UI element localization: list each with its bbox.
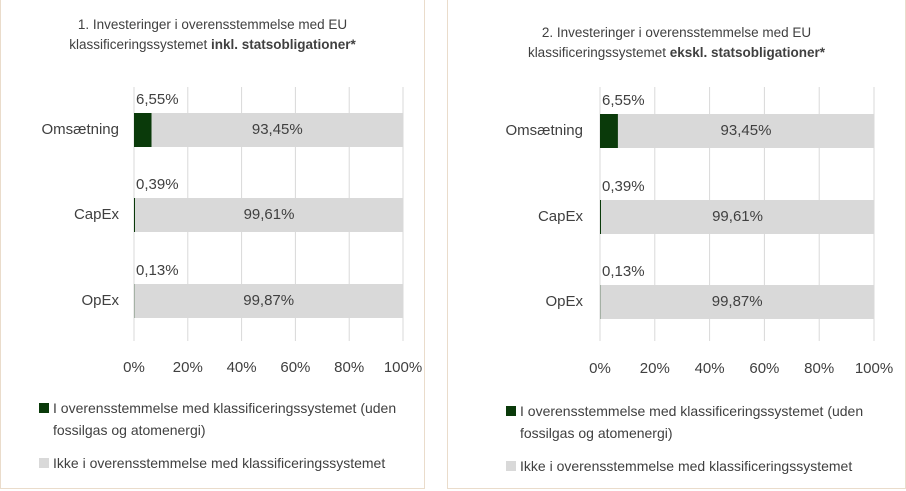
x-tick-label: 40% — [227, 359, 257, 376]
title-line: klassificeringssystemet — [527, 45, 666, 60]
bar-segment — [134, 198, 136, 232]
chart-title: 2. Investeringer i overensstemmelse med … — [448, 23, 905, 63]
bar-segment — [134, 113, 152, 147]
data-label: 99,61% — [712, 208, 763, 225]
legend-swatch — [39, 403, 49, 413]
legend-item: Ikke i overensstemmelse med klassificeri… — [506, 455, 887, 477]
data-label: 6,55% — [602, 92, 645, 109]
y-tick-label: Omsætning — [41, 121, 119, 138]
x-tick-label: 20% — [640, 360, 670, 377]
legend: I overensstemmelse med klassificeringssy… — [506, 400, 887, 488]
data-label: 93,45% — [721, 122, 772, 139]
x-tick-label: 0% — [589, 360, 611, 377]
bar-segment — [151, 113, 403, 147]
y-tick-label: Omsætning — [505, 122, 583, 139]
x-tick-label: 100% — [855, 360, 893, 377]
bar-segment — [600, 114, 618, 148]
x-tick-label: 20% — [173, 359, 203, 376]
legend-swatch — [506, 406, 516, 416]
data-label: 99,87% — [712, 293, 763, 310]
data-label: 0,39% — [602, 178, 645, 195]
legend-label: I overensstemmelse med klassificeringssy… — [53, 400, 397, 438]
data-label: 0,13% — [602, 263, 645, 280]
data-label: 0,13% — [136, 262, 179, 279]
title-bold: ekskl. statsobligationer* — [669, 45, 826, 60]
legend-label: Ikke i overensstemmelse med klassificeri… — [520, 458, 853, 474]
y-tick-label: CapEx — [74, 206, 120, 223]
x-tick-label: 80% — [804, 360, 834, 377]
x-tick-label: 0% — [123, 359, 145, 376]
title-line: klassificeringssystemet — [69, 37, 208, 52]
plot: 0% 20% 40% 60% 80% 100% Omsætning 6,55% 93,45% Ca… — [505, 87, 893, 377]
y-tick-label: OpEx — [81, 292, 119, 309]
title-bold: inkl. statsobligationer* — [211, 37, 356, 52]
legend-item: I overensstemmelse med klassificeringssy… — [506, 400, 887, 444]
legend-label: Ikke i overensstemmelse med klassificeri… — [53, 455, 386, 471]
bar-segment — [600, 200, 602, 234]
data-label: 0,39% — [136, 176, 179, 193]
legend: I overensstemmelse med klassificeringssy… — [39, 397, 406, 485]
bar-segment — [135, 198, 403, 232]
data-label: 99,61% — [244, 206, 295, 223]
legend-label: I overensstemmelse med klassificeringssy… — [520, 403, 864, 441]
legend-swatch — [39, 458, 49, 468]
x-tick-label: 40% — [695, 360, 725, 377]
data-label: 99,87% — [243, 292, 294, 309]
title-line: 1. Investeringer i overensstemmelse med … — [77, 17, 348, 32]
x-tick-label: 60% — [749, 360, 779, 377]
bar-segment — [600, 285, 874, 319]
bar-segment — [617, 114, 874, 148]
data-label: 6,55% — [136, 91, 179, 108]
x-tick-label: 80% — [334, 359, 364, 376]
legend-swatch — [506, 461, 516, 471]
chart-panel: 1. Investeringer i overensstemmelse med … — [0, 0, 425, 489]
title-line: 2. Investeringer i overensstemmelse med … — [541, 25, 812, 40]
bar-segment — [601, 200, 874, 234]
legend-item: I overensstemmelse med klassificeringssy… — [39, 397, 406, 441]
data-label: 93,45% — [252, 121, 303, 138]
chart-panel: 2. Investeringer i overensstemmelse med … — [447, 0, 906, 489]
y-tick-label: CapEx — [538, 208, 584, 225]
bar-segment — [134, 284, 403, 318]
chart-title: 1. Investeringer i overensstemmelse med … — [1, 15, 424, 55]
plot: 0% 20% 40% 60% 80% 100% Omsætning 6,55% 93,45% Ca… — [41, 87, 422, 376]
x-tick-label: 60% — [280, 359, 310, 376]
x-tick-label: 100% — [384, 359, 422, 376]
y-tick-label: OpEx — [545, 293, 583, 310]
legend-item: Ikke i overensstemmelse med klassificeri… — [39, 452, 406, 474]
